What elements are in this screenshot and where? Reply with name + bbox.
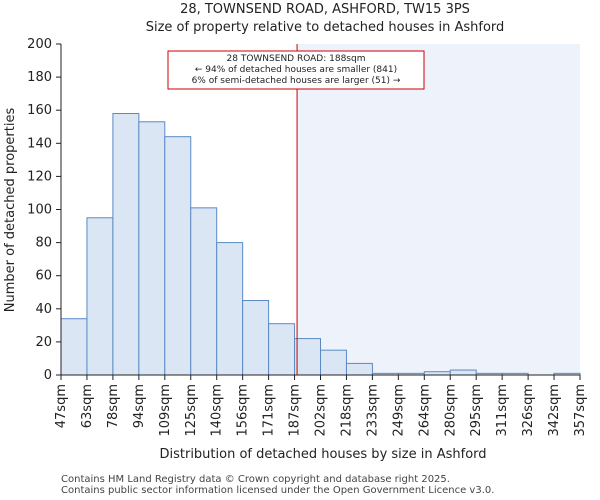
chart-title: 28, TOWNSEND ROAD, ASHFORD, TW15 3PS (180, 2, 470, 17)
x-tick-label: 280sqm (443, 384, 458, 437)
x-tick-label: 202sqm (314, 384, 329, 437)
bar (138, 121, 166, 376)
x-tick-label: 47sqm (54, 384, 69, 428)
x-tick-label: 264sqm (417, 384, 432, 437)
annotation-box (167, 50, 425, 90)
bar (164, 136, 192, 376)
x-tick-label: 140sqm (210, 384, 225, 437)
annotation-line: 28 TOWNSEND ROAD: 188sqm (227, 54, 366, 64)
x-tick-label: 63sqm (80, 384, 95, 428)
x-tick-label: 78sqm (106, 384, 121, 428)
y-tick-label: 20 (35, 335, 52, 350)
x-tick-label: 311sqm (495, 384, 510, 437)
x-axis-label: Distribution of detached houses by size … (159, 447, 486, 462)
y-tick-label: 100 (27, 203, 52, 218)
bar (294, 338, 321, 376)
y-tick-label: 0 (44, 368, 52, 383)
x-tick-label: 357sqm (573, 384, 588, 437)
x-tick-label: 171sqm (262, 384, 277, 437)
bar (268, 323, 296, 376)
bar (242, 300, 270, 376)
annotation-line: 6% of semi-detached houses are larger (5… (192, 76, 401, 86)
y-tick-label: 120 (27, 169, 52, 184)
x-tick-label: 342sqm (547, 384, 562, 437)
y-tick-label: 40 (35, 302, 52, 317)
footer-copyright: Contains HM Land Registry data © Crown c… (61, 474, 450, 485)
x-tick-label: 94sqm (132, 384, 147, 428)
bar (60, 318, 88, 376)
y-tick-label: 180 (27, 70, 52, 85)
x-tick-label: 125sqm (184, 384, 199, 437)
x-tick-label: 218sqm (339, 384, 354, 437)
bar (112, 113, 140, 376)
bar (86, 217, 114, 376)
bar (190, 207, 218, 376)
y-tick-label: 60 (35, 269, 52, 284)
y-tick-label: 160 (27, 103, 52, 118)
y-tick-label: 80 (35, 236, 52, 251)
x-tick-label: 295sqm (469, 384, 484, 437)
annotation-line: ← 94% of detached houses are smaller (84… (195, 65, 397, 75)
y-axis-label: Number of detached properties (3, 108, 18, 313)
y-tick-label: 140 (27, 136, 52, 151)
chart-subtitle: Size of property relative to detached ho… (146, 20, 505, 35)
x-tick-label: 109sqm (158, 384, 173, 437)
bar (320, 349, 347, 376)
bar (345, 362, 373, 376)
x-tick-label: 249sqm (391, 384, 406, 437)
bar (449, 369, 477, 376)
x-tick-label: 156sqm (236, 384, 251, 437)
x-tick-label: 233sqm (365, 384, 380, 437)
x-tick-label: 187sqm (288, 384, 303, 437)
bar (216, 242, 244, 376)
y-tick-label: 200 (27, 37, 52, 52)
plot-area: 0 20 40 60 80 100 120 140 160 180 200 47sqm 63sqm 78s… (27, 37, 588, 437)
highlight-region (297, 44, 580, 375)
x-tick-label: 326sqm (521, 384, 536, 437)
footer-licence: Contains public sector information licen… (61, 485, 495, 496)
